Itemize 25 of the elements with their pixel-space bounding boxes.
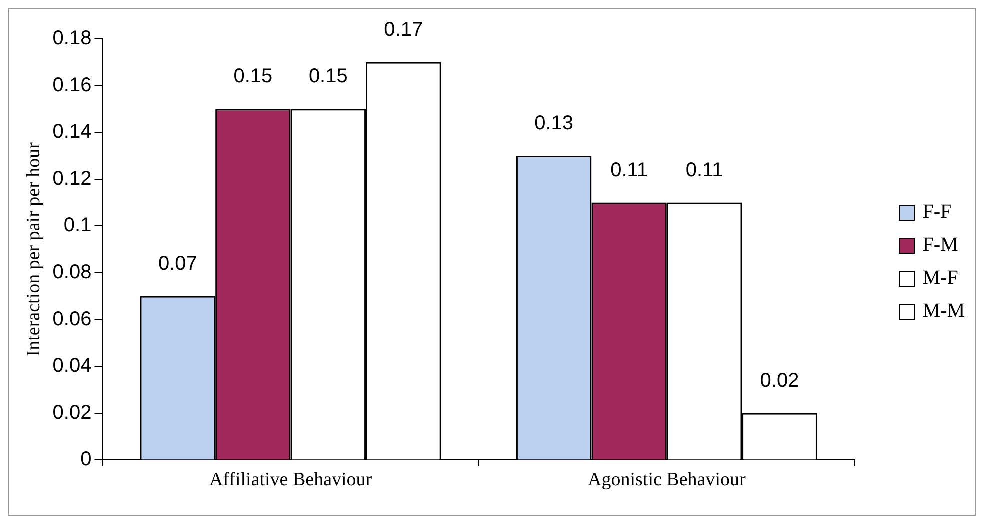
legend-label: F-M <box>922 234 958 257</box>
y-tick-label: 0.18 <box>52 28 92 50</box>
y-tick-label: 0.12 <box>52 168 92 190</box>
y-tick-label: 0.14 <box>52 121 92 144</box>
y-tick-label: 0.1 <box>64 214 92 237</box>
data-label: 0.11 <box>610 159 648 182</box>
y-tick-label: 0.16 <box>52 74 92 96</box>
text: M-M <box>922 300 965 323</box>
x-tick-label: Affiliative Behaviour <box>209 470 373 491</box>
y-tick-label: 0.06 <box>52 308 92 330</box>
data-label: 0.02 <box>760 370 800 392</box>
x-tick-label: Agonistic Behaviour <box>588 470 746 491</box>
text: M-F <box>922 267 958 290</box>
y-tick-label: 0.04 <box>52 355 92 378</box>
data-label: 0.17 <box>384 18 424 41</box>
data-label: 0.07 <box>158 252 198 275</box>
y-tick-label: 0 <box>80 448 92 471</box>
data-label: 0.15 <box>234 66 273 88</box>
data-label: 0.13 <box>534 112 574 135</box>
data-label: 0.15 <box>308 66 348 88</box>
y-tick-label: 0.02 <box>52 402 92 424</box>
data-label: 0.11 <box>686 159 724 182</box>
y-tick-label: 0.08 <box>52 262 92 284</box>
y-axis-title: Interaction per pair per hour <box>23 142 44 357</box>
legend-label: F-F <box>922 201 952 224</box>
